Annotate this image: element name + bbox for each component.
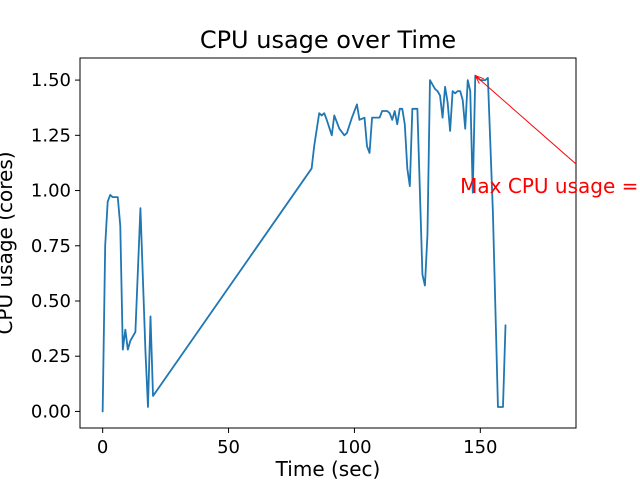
annotation-group: Max CPU usage = 1.52 xyxy=(460,74,640,198)
plot-frame xyxy=(79,57,577,429)
y-tick-label: 1.50 xyxy=(31,70,71,91)
chart-title: CPU usage over Time xyxy=(200,26,456,54)
y-tick-label: 1.25 xyxy=(31,125,71,146)
x-axis-ticks: 0 50 100 150 xyxy=(97,428,498,458)
x-tick-label: 0 xyxy=(97,437,108,458)
y-axis-ticks: 0.00 0.25 0.50 0.75 1.00 1.25 1.50 xyxy=(31,70,80,422)
x-axis-label: Time (sec) xyxy=(275,457,381,480)
y-tick-label: 0.25 xyxy=(31,346,71,367)
series-line xyxy=(101,74,507,413)
y-tick-label: 0.00 xyxy=(31,401,71,422)
y-tick-label: 0.75 xyxy=(31,236,71,257)
y-tick-label: 1.00 xyxy=(31,181,71,202)
x-tick-label: 100 xyxy=(337,437,371,458)
x-tick-label: 50 xyxy=(217,437,240,458)
y-axis-label: CPU usage (cores) xyxy=(0,151,17,334)
y-tick-label: 0.50 xyxy=(31,291,71,312)
x-tick-label: 150 xyxy=(463,437,497,458)
series-group xyxy=(101,74,507,413)
annotation-arrow xyxy=(474,75,577,165)
annotation-label: Max CPU usage = 1.52 xyxy=(460,174,640,198)
annotation-arrowhead xyxy=(474,74,484,84)
